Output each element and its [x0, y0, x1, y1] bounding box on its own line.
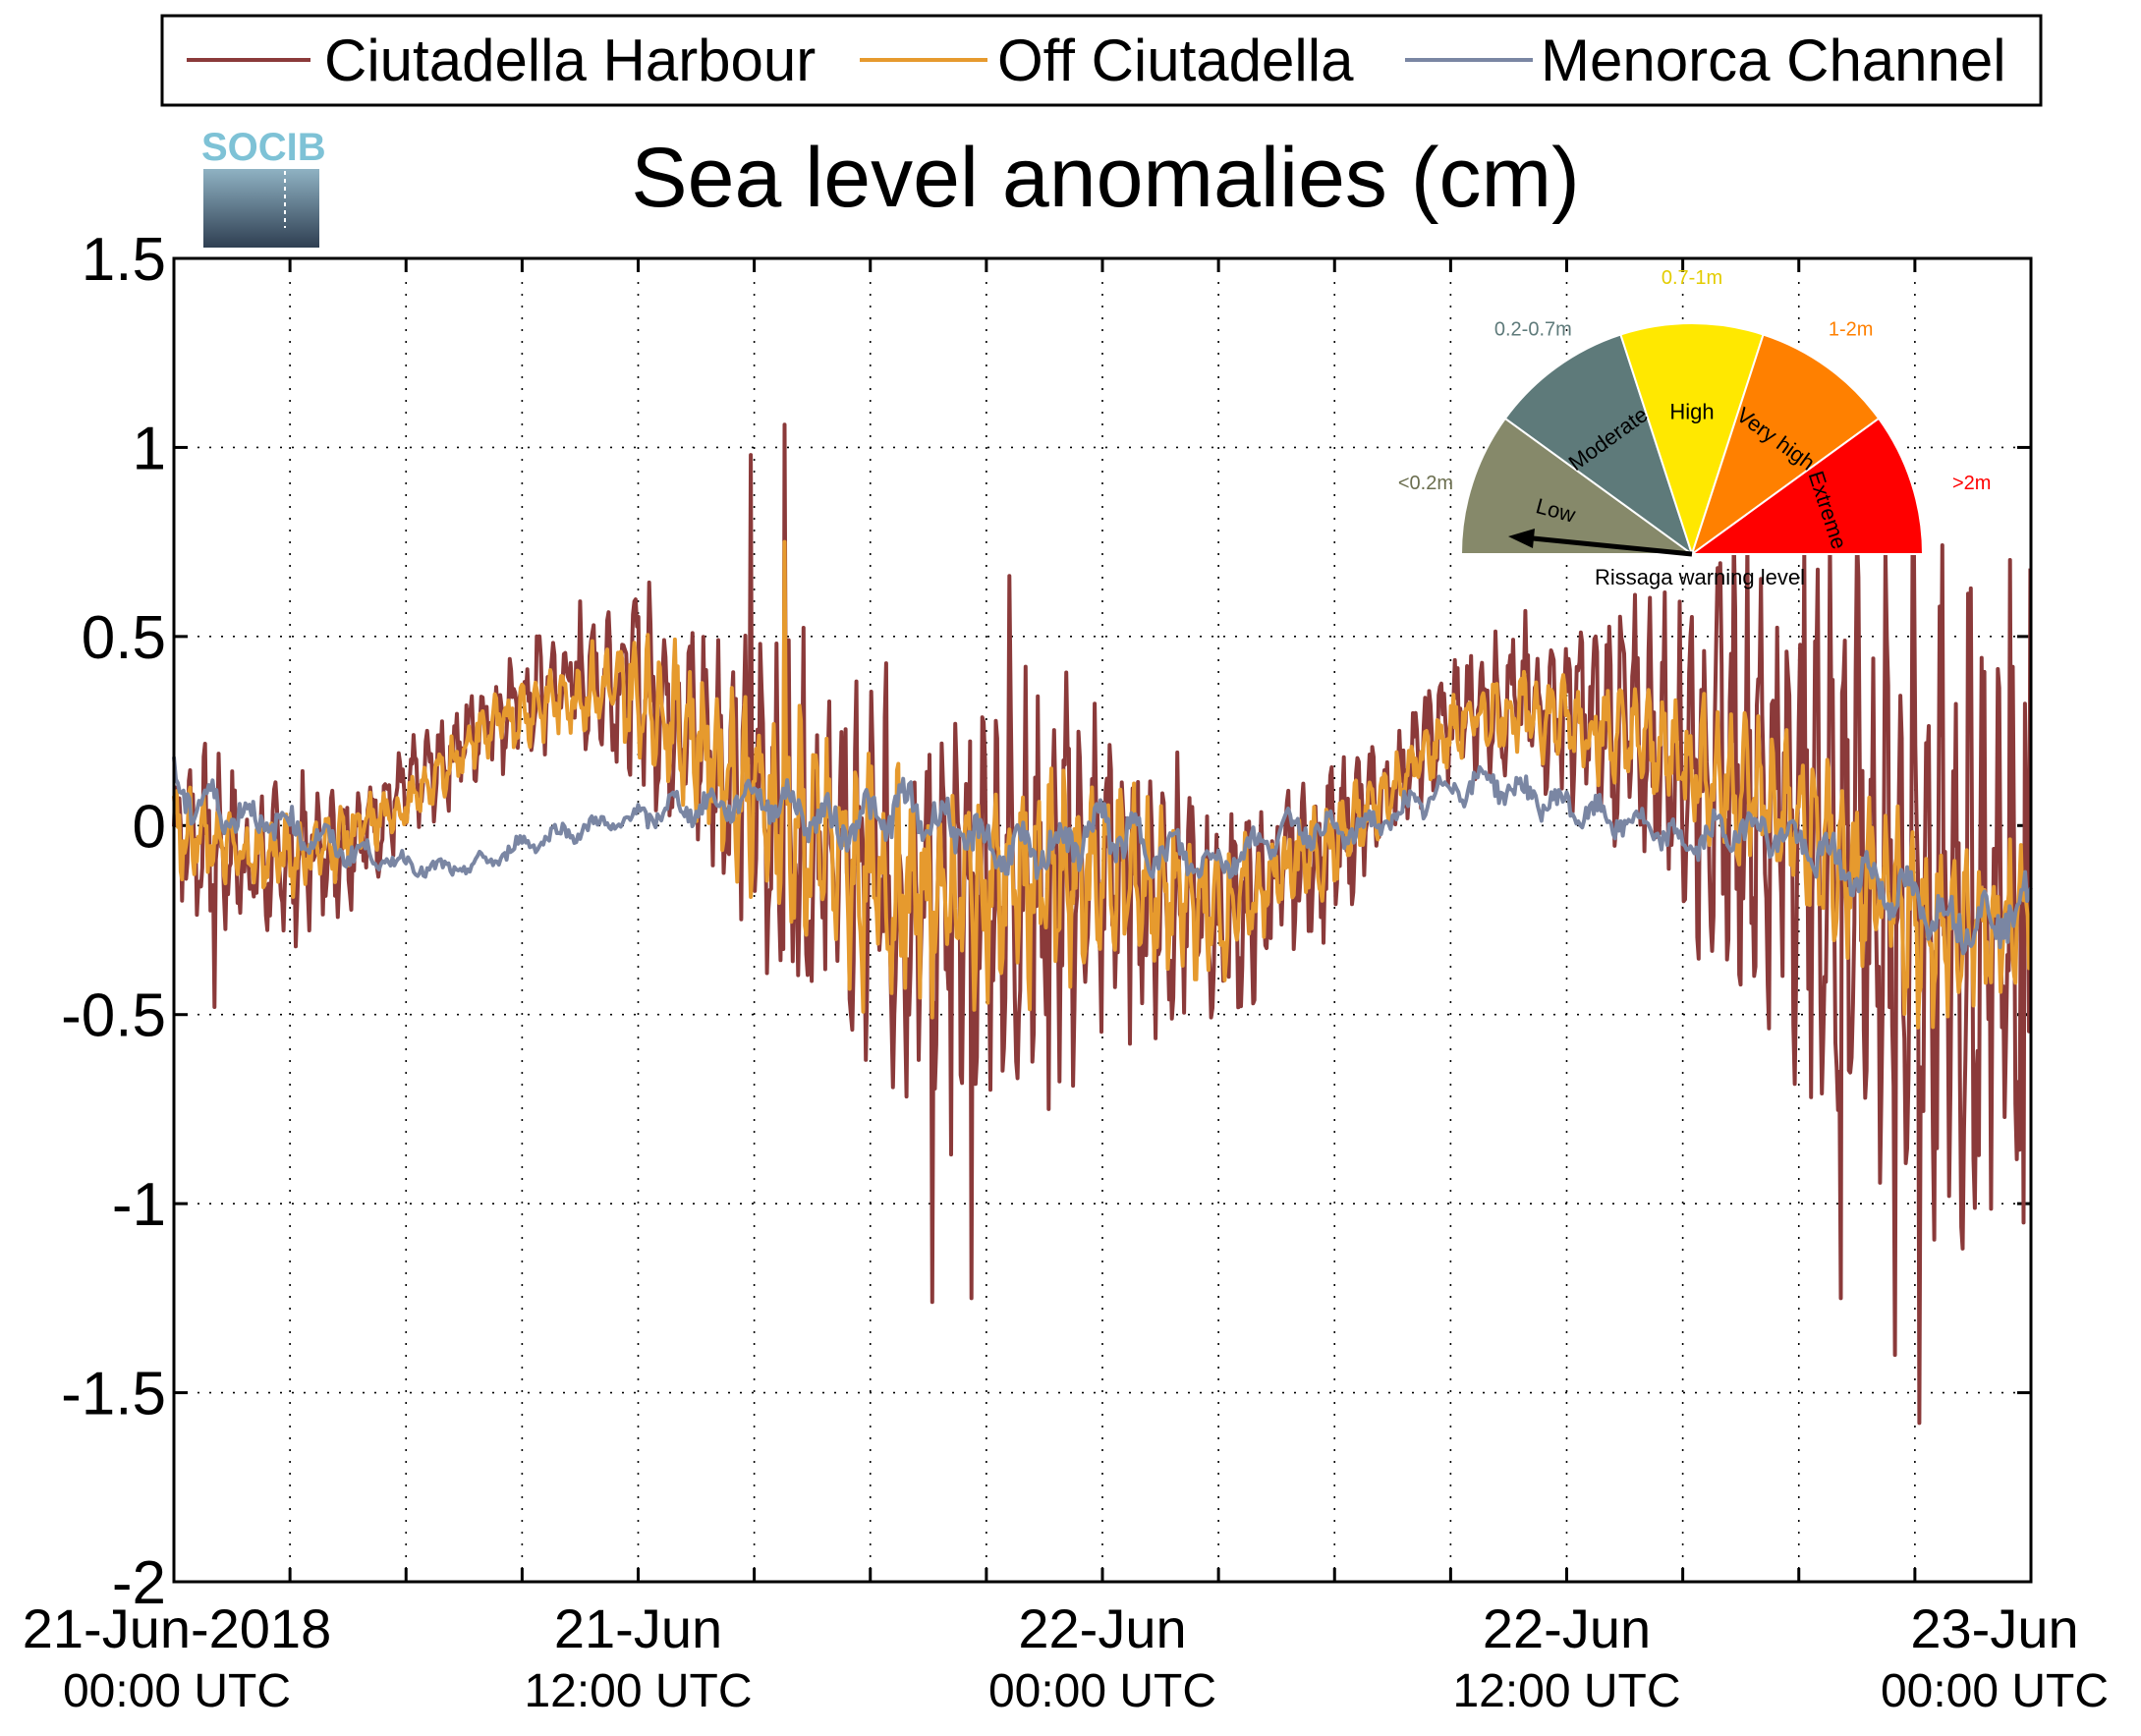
gauge-segment-low	[1459, 417, 1696, 555]
x-tick-date-label: 22-Jun	[1018, 1597, 1186, 1659]
y-tick-label: 1.5	[82, 226, 166, 294]
x-tick-time-label: 12:00 UTC	[1452, 1665, 1680, 1717]
socib-logo: SOCIB	[201, 126, 326, 248]
x-tick-date-label: 21-Jun-2018	[23, 1597, 331, 1659]
x-tick-labels: 21-Jun-2018 00:00 UTC 21-Jun 12:00 UTC 22-Ju…	[23, 1597, 2109, 1717]
gauge-title: Rissaga warning level	[1595, 565, 1805, 589]
y-tick-label: 0	[133, 793, 166, 861]
x-tick-date-label: 22-Jun	[1483, 1597, 1651, 1659]
chart-title: Sea level anomalies (cm)	[631, 131, 1579, 225]
legend-label-ciutadella-harbour: Ciutadella Harbour	[324, 28, 816, 93]
legend-label-menorca-channel: Menorca Channel	[1541, 28, 2006, 93]
y-tick-label: -1	[112, 1171, 166, 1239]
legend: Ciutadella Harbour Off Ciutadella Menorc…	[160, 14, 2043, 107]
series-layer	[172, 422, 2033, 1426]
y-tick-labels: 1.5 1 0.5 0 -0.5 -1 -1.5 -2	[61, 226, 166, 1617]
gauge-segments	[1459, 322, 1925, 558]
y-tick-label: -1.5	[61, 1361, 166, 1428]
y-tick-label: 1	[133, 415, 166, 482]
gauge-range-label: 1-2m	[1829, 319, 1874, 341]
gauge-range-label: 0.2-0.7m	[1494, 319, 1572, 341]
y-tick-label: -2	[112, 1549, 166, 1617]
socib-logo-text: SOCIB	[201, 126, 326, 169]
gauge-needle-head	[1508, 529, 1535, 548]
x-tick-time-label: 00:00 UTC	[1881, 1665, 2109, 1717]
plot-frame	[172, 256, 2033, 1584]
series-line-ciutadella-harbour	[172, 422, 2033, 1426]
gauge-level-name: High	[1669, 399, 1714, 423]
x-tick-date-label: 21-Jun	[554, 1597, 722, 1659]
gauge-segment-moderate	[1503, 333, 1694, 557]
gauge-segment-very-high	[1690, 333, 1881, 557]
series-line-menorca-channel	[172, 756, 2033, 956]
gauge-needle	[1532, 535, 1693, 557]
x-tick-time-label: 12:00 UTC	[524, 1665, 752, 1717]
gauge-range-label: 0.7-1m	[1662, 267, 1722, 289]
legend-frame	[160, 14, 2043, 107]
socib-logo-block	[203, 169, 319, 248]
y-tick-label: 0.5	[82, 604, 166, 672]
gauge-segment-high	[1619, 322, 1765, 558]
series-line-off-ciutadella	[172, 539, 2033, 1030]
y-tick-label: -0.5	[61, 982, 166, 1050]
gauge-segment-extreme	[1688, 417, 1925, 555]
legend-label-off-ciutadella: Off Ciutadella	[997, 28, 1354, 93]
x-tick-date-label: 23-Jun	[1910, 1597, 2078, 1659]
x-tick-time-label: 00:00 UTC	[988, 1665, 1216, 1717]
x-tick-time-label: 00:00 UTC	[63, 1665, 291, 1717]
gauge-range-label: <0.2m	[1398, 473, 1453, 494]
gauge-range-label: >2m	[1952, 473, 1991, 494]
